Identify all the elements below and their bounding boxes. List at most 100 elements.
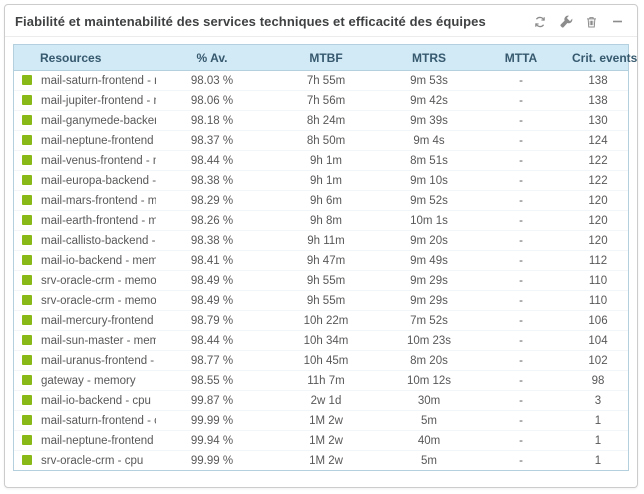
availability-cell: 99.99 % bbox=[156, 450, 268, 470]
table-row[interactable]: mail-mercury-frontend - memory 98.79 % 1… bbox=[14, 310, 628, 331]
table-row[interactable]: srv-oracle-crm - memory 98.49 % 9h 55m 9… bbox=[14, 270, 628, 291]
availability-cell: 99.99 % bbox=[156, 410, 268, 431]
table-row[interactable]: mail-callisto-backend - memory 98.38 % 9… bbox=[14, 230, 628, 251]
table-row[interactable]: mail-ganymede-backend - memory 98.18 % 8… bbox=[14, 110, 628, 131]
mtrs-cell: 9m 29s bbox=[384, 270, 474, 291]
crit-events-cell: 102 bbox=[568, 350, 628, 371]
wrench-icon[interactable] bbox=[558, 14, 573, 29]
table-row[interactable]: mail-earth-frontend - memory 98.26 % 9h … bbox=[14, 210, 628, 231]
table-row[interactable]: mail-sun-master - memory 98.44 % 10h 34m… bbox=[14, 330, 628, 351]
column-header-mtrs[interactable]: MTRS bbox=[384, 45, 474, 71]
table-row[interactable]: mail-uranus-frontend - memory 98.77 % 10… bbox=[14, 350, 628, 371]
mtta-cell: - bbox=[474, 90, 568, 111]
column-header-mtta[interactable]: MTTA bbox=[474, 45, 568, 71]
availability-cell: 98.77 % bbox=[156, 350, 268, 371]
trash-icon[interactable] bbox=[584, 14, 599, 29]
table-row[interactable]: mail-jupiter-frontend - memory 98.06 % 7… bbox=[14, 90, 628, 111]
minimize-icon[interactable] bbox=[610, 14, 625, 29]
mtrs-cell: 9m 52s bbox=[384, 190, 474, 211]
status-ok-icon bbox=[22, 354, 32, 365]
refresh-icon[interactable] bbox=[532, 14, 547, 29]
mtta-cell: - bbox=[474, 230, 568, 251]
crit-events-cell: 138 bbox=[568, 90, 628, 111]
mtrs-cell: 10m 12s bbox=[384, 370, 474, 391]
mtrs-cell: 9m 4s bbox=[384, 130, 474, 151]
resource-cell: mail-io-backend - cpu bbox=[14, 390, 156, 411]
resource-cell: mail-mercury-frontend - memory bbox=[14, 310, 156, 331]
crit-events-cell: 106 bbox=[568, 310, 628, 331]
availability-cell: 98.44 % bbox=[156, 330, 268, 351]
table-row[interactable]: gateway - memory 98.55 % 11h 7m 10m 12s … bbox=[14, 370, 628, 391]
table-row[interactable]: mail-europa-backend - memory 98.38 % 9h … bbox=[14, 170, 628, 191]
availability-cell: 98.38 % bbox=[156, 170, 268, 191]
crit-events-cell: 112 bbox=[568, 250, 628, 271]
resource-name: mail-mars-frontend - memory bbox=[41, 194, 156, 207]
mtbf-cell: 10h 45m bbox=[268, 350, 384, 371]
resource-name: mail-sun-master - memory bbox=[41, 334, 156, 347]
availability-cell: 98.44 % bbox=[156, 150, 268, 171]
mtbf-cell: 7h 55m bbox=[306, 74, 346, 87]
mtta-cell: - bbox=[474, 430, 568, 451]
mtbf-cell: 9h 11m bbox=[268, 230, 384, 251]
table-row[interactable]: mail-io-backend - memory 98.41 % 9h 47m … bbox=[14, 250, 628, 271]
resource-name: mail-callisto-backend - memory bbox=[41, 234, 156, 247]
resource-name: mail-jupiter-frontend - memory bbox=[41, 94, 156, 107]
mtrs-cell: 30m bbox=[384, 390, 474, 411]
table-row[interactable]: srv-oracle-crm - memory 98.49 % 9h 55m 9… bbox=[14, 290, 628, 311]
widget-title: Fiabilité et maintenabilité des services… bbox=[15, 14, 486, 29]
column-header-availability[interactable]: % Av. bbox=[156, 45, 268, 71]
resource-name: mail-io-backend - memory bbox=[41, 254, 156, 267]
mtbf-cell: 9h 1m bbox=[268, 150, 384, 171]
mtrs-cell: 5m bbox=[384, 450, 474, 470]
resource-cell: mail-venus-frontend - memory bbox=[14, 150, 156, 171]
mtrs-cell: 9m 10s bbox=[384, 170, 474, 191]
mtrs-cell: 9m 53s bbox=[410, 74, 448, 87]
mtta-cell: - bbox=[474, 290, 568, 311]
table-row[interactable]: mail-saturn-frontend - memory 98.03 % 7h… bbox=[14, 71, 628, 91]
crit-events-cell: 138 bbox=[588, 74, 608, 87]
resource-cell: mail-ganymede-backend - memory bbox=[14, 110, 156, 131]
table-header-row: Resources % Av. MTBF MTRS MTTA Crit. eve… bbox=[14, 45, 637, 71]
mtbf-cell: 10h 22m bbox=[268, 310, 384, 331]
resource-name: mail-mercury-frontend - memory bbox=[41, 314, 156, 327]
mtbf-cell: 1M 2w bbox=[268, 410, 384, 431]
mtrs-cell: 40m bbox=[384, 430, 474, 451]
mtbf-cell: 7h 56m bbox=[268, 90, 384, 111]
resource-cell: mail-neptune-frontend - memory bbox=[14, 130, 156, 151]
availability-cell: 98.37 % bbox=[156, 130, 268, 151]
resource-cell: mail-neptune-frontend - cpu bbox=[14, 430, 156, 451]
mtta-cell: - bbox=[474, 310, 568, 331]
mtbf-cell: 8h 50m bbox=[268, 130, 384, 151]
crit-events-cell: 3 bbox=[568, 390, 628, 411]
table-row[interactable]: mail-neptune-frontend - cpu 99.94 % 1M 2… bbox=[14, 430, 628, 451]
mtta-cell: - bbox=[519, 74, 523, 87]
resource-name: srv-oracle-crm - memory bbox=[41, 274, 156, 287]
column-header-crit-events[interactable]: Crit. events bbox=[568, 45, 637, 71]
status-ok-icon bbox=[22, 454, 32, 465]
resource-cell: mail-mars-frontend - memory bbox=[14, 190, 156, 211]
mtbf-cell: 11h 7m bbox=[268, 370, 384, 391]
availability-cell: 98.03 % bbox=[190, 74, 234, 87]
table-row[interactable]: mail-io-backend - cpu 99.87 % 2w 1d 30m … bbox=[14, 390, 628, 411]
mtbf-cell: 9h 8m bbox=[268, 210, 384, 231]
column-header-mtbf[interactable]: MTBF bbox=[268, 45, 384, 71]
table-row[interactable]: mail-neptune-frontend - memory 98.37 % 8… bbox=[14, 130, 628, 151]
resource-name: mail-uranus-frontend - memory bbox=[41, 354, 156, 367]
status-ok-icon bbox=[22, 274, 32, 285]
status-ok-icon bbox=[22, 94, 32, 105]
table-row[interactable]: srv-oracle-crm - cpu 99.99 % 1M 2w 5m - … bbox=[14, 450, 628, 470]
mtrs-cell: 8m 51s bbox=[384, 150, 474, 171]
mtrs-cell: 9m 42s bbox=[384, 90, 474, 111]
resource-name: mail-neptune-frontend - memory bbox=[41, 134, 156, 147]
resource-cell: srv-oracle-crm - cpu bbox=[14, 450, 156, 470]
table-row[interactable]: mail-venus-frontend - memory 98.44 % 9h … bbox=[14, 150, 628, 171]
mtrs-cell: 7m 52s bbox=[384, 310, 474, 331]
widget-actions bbox=[532, 14, 625, 29]
status-ok-icon bbox=[22, 434, 32, 445]
table-row[interactable]: mail-saturn-frontend - cpu 99.99 % 1M 2w… bbox=[14, 410, 628, 431]
table-row[interactable]: mail-mars-frontend - memory 98.29 % 9h 6… bbox=[14, 190, 628, 211]
mtbf-cell: 8h 24m bbox=[268, 110, 384, 131]
column-header-resources[interactable]: Resources bbox=[14, 45, 156, 71]
mtrs-cell: 10m 23s bbox=[384, 330, 474, 351]
status-ok-icon bbox=[22, 114, 32, 125]
